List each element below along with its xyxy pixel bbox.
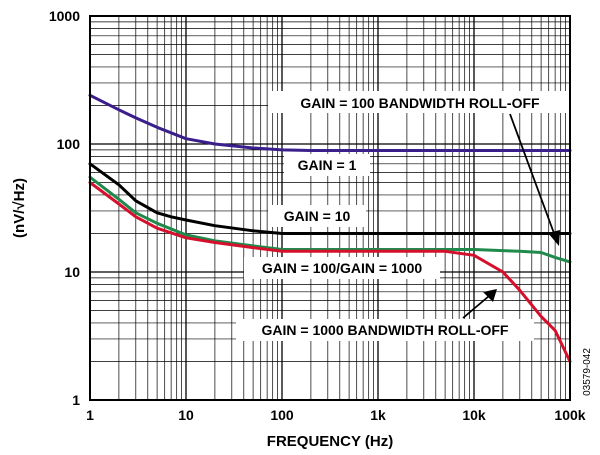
annotation-0-bg bbox=[268, 91, 574, 113]
x-tick-label: 1 bbox=[86, 407, 94, 423]
y-tick-label: 10 bbox=[64, 264, 80, 280]
roll-off-arrow-gain-1000 bbox=[462, 289, 497, 319]
plot-frame bbox=[89, 15, 571, 401]
series-line-2 bbox=[88, 175, 572, 264]
y-tick-label: 100 bbox=[57, 136, 81, 152]
series-line-0 bbox=[88, 93, 572, 152]
x-axis-label: FREQUENCY (Hz) bbox=[267, 433, 393, 450]
y-tick-labels: 1 10 100 1000 bbox=[49, 8, 80, 408]
annotation-3: GAIN = 100/GAIN = 1000 bbox=[262, 260, 423, 276]
annotation-1: GAIN = 1 bbox=[298, 157, 357, 173]
series-line-3 bbox=[88, 181, 572, 363]
roll-off-arrow-gain-100 bbox=[509, 113, 560, 246]
series-layer bbox=[88, 93, 572, 363]
x-tick-label: 10k bbox=[462, 407, 486, 423]
annotation-4: GAIN = 1000 BANDWIDTH ROLL-OFF bbox=[262, 322, 509, 338]
x-tick-label: 10 bbox=[178, 407, 194, 423]
y-tick-label: 1 bbox=[72, 392, 80, 408]
annotation-1-bg bbox=[284, 154, 370, 176]
annotation-2: GAIN = 10 bbox=[284, 208, 351, 224]
x-tick-label: 1k bbox=[370, 407, 386, 423]
series-line-1 bbox=[88, 162, 572, 235]
figure-id: 03579-042 bbox=[582, 348, 593, 396]
y-tick-label: 1000 bbox=[49, 8, 80, 24]
x-tick-labels: 1 10 100 1k 10k 100k bbox=[86, 407, 586, 423]
y-axis-label: (nV/√Hz) bbox=[11, 178, 28, 238]
x-tick-label: 100 bbox=[270, 407, 294, 423]
annotation-2-bg bbox=[268, 205, 366, 227]
annotation-3-bg bbox=[244, 257, 440, 279]
annotation-4-bg bbox=[236, 319, 534, 341]
x-tick-label: 100k bbox=[554, 407, 585, 423]
annotation-0: GAIN = 100 BANDWIDTH ROLL-OFF bbox=[300, 95, 540, 111]
